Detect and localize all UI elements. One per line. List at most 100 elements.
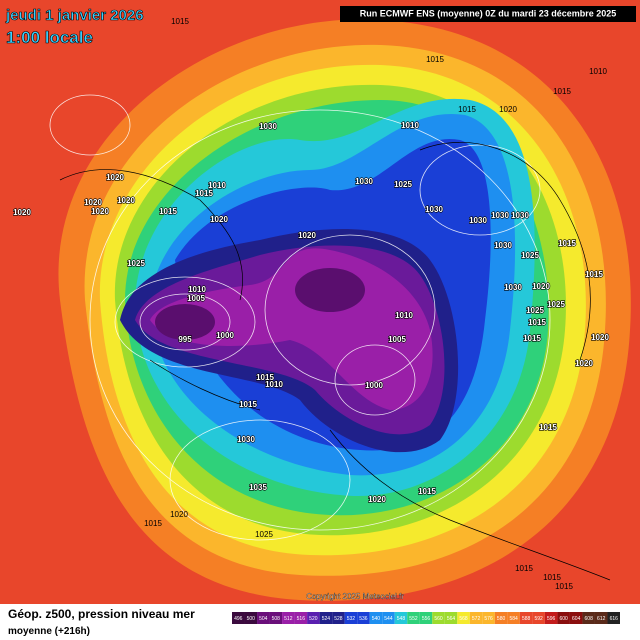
colorbar-swatch <box>369 612 383 624</box>
colorbar-label: 496 <box>234 616 243 622</box>
colorbar-label: 548 <box>397 616 406 622</box>
isobar-label: 1030 <box>237 435 255 444</box>
colorbar-label: 560 <box>434 616 443 622</box>
map-subtitle: 1:00 locale <box>6 28 93 47</box>
colorbar-label: 516 <box>297 616 306 622</box>
isobar-label: 1025 <box>521 251 539 260</box>
isobar-label: 1000 <box>365 381 383 390</box>
colorbar-swatch <box>569 612 583 624</box>
isobar-label: 1020 <box>91 207 109 216</box>
colorbar-label: 604 <box>572 616 581 622</box>
isobar-label: 1015 <box>144 519 162 528</box>
isobar-label: 1015 <box>543 573 561 582</box>
colorbar-swatch <box>307 612 320 624</box>
isobar-label: 1020 <box>532 282 550 291</box>
isobar-label: 1020 <box>13 208 31 217</box>
colorbar-swatch <box>432 612 445 624</box>
isobar-label: 1020 <box>368 495 386 504</box>
isobar-label: 1020 <box>298 231 316 240</box>
isobar-label: 1010 <box>589 67 607 76</box>
isobar-label: 1010 <box>401 121 419 130</box>
colorbar-swatch <box>332 612 345 624</box>
isobar-label: 1015 <box>523 334 541 343</box>
isobar-label: 1015 <box>256 373 274 382</box>
isobar-label: 1020 <box>210 215 228 224</box>
colorbar-label: 584 <box>509 616 518 622</box>
colorbar-swatch <box>294 612 308 624</box>
isobar-label: 1030 <box>259 122 277 131</box>
colorbar-swatch <box>394 612 408 624</box>
isobar-label: 1010 <box>265 380 283 389</box>
colorbar-label: 564 <box>447 616 456 622</box>
colorbar-label: 536 <box>359 616 368 622</box>
isobar-label: 1030 <box>469 216 487 225</box>
isobar-label: 1015 <box>555 582 573 591</box>
colorbar-label: 588 <box>522 616 531 622</box>
isobar-label: 1025 <box>127 259 145 268</box>
colorbar-label: 540 <box>372 616 381 622</box>
isobar-label: 1015 <box>553 87 571 96</box>
colorbar-swatch <box>544 612 558 624</box>
isobar-label: 1015 <box>426 55 444 64</box>
colorbar-swatch <box>282 612 295 624</box>
colorbar-swatch <box>444 612 458 624</box>
colorbar-label: 616 <box>610 616 619 622</box>
colorbar-swatch <box>532 612 545 624</box>
isobar-label: 1010 <box>208 181 226 190</box>
isobar-label: 1025 <box>526 306 544 315</box>
isobar-label: 1020 <box>84 198 102 207</box>
isobar-label: 1020 <box>106 173 124 182</box>
colorbar-swatch <box>507 612 520 624</box>
colorbar-swatch <box>232 612 245 624</box>
colorbar-label: 520 <box>309 616 318 622</box>
run-info: Run ECMWF ENS (moyenne) 0Z du mardi 23 d… <box>360 8 617 18</box>
footer-subtitle: moyenne (+216h) <box>8 626 90 637</box>
colorbar-swatch <box>419 612 433 624</box>
isobar-label: 1005 <box>388 335 406 344</box>
isobar-label: 1025 <box>547 300 565 309</box>
colorbar-swatch <box>482 612 495 624</box>
isobar-label: 1015 <box>558 239 576 248</box>
colorbar-swatch <box>357 612 370 624</box>
isobar-label: 1015 <box>585 270 603 279</box>
colorbar-label: 508 <box>272 616 281 622</box>
isobar-label: 1010 <box>395 311 413 320</box>
colorbar-label: 528 <box>334 616 343 622</box>
colorbar-label: 544 <box>384 616 393 622</box>
colorbar-label: 556 <box>422 616 431 622</box>
colorbar-swatch <box>469 612 483 624</box>
isobar-lines <box>49 94 551 541</box>
isobar-label: 1025 <box>394 180 412 189</box>
colorbar-swatch <box>344 612 358 624</box>
isobar-label: 1015 <box>171 17 189 26</box>
colorbar-swatch <box>269 612 283 624</box>
isobar-label: 1015 <box>458 105 476 114</box>
isobar-label: 1020 <box>575 359 593 368</box>
colorbar-label: 568 <box>459 616 468 622</box>
isobar-label: 995 <box>178 335 192 344</box>
colorbar-swatch <box>582 612 595 624</box>
colorbar-swatch <box>607 612 620 624</box>
geopotential-field <box>58 19 631 601</box>
isobar-label: 1000 <box>216 331 234 340</box>
isobar-label: 1020 <box>170 510 188 519</box>
colorbar-swatch <box>494 612 508 624</box>
colorbar-swatch <box>457 612 470 624</box>
isobar-label: 1015 <box>239 400 257 409</box>
colorbar-label: 580 <box>497 616 506 622</box>
colorbar-label: 576 <box>484 616 493 622</box>
colorbar-label: 592 <box>534 616 543 622</box>
isobar-label: 1020 <box>499 105 517 114</box>
isobar-label: 1030 <box>504 283 522 292</box>
map-title: jeudi 1 janvier 2026 <box>5 7 144 24</box>
colorbar-label: 572 <box>472 616 481 622</box>
isobar-label: 1020 <box>117 196 135 205</box>
isobar-label: 1030 <box>494 241 512 250</box>
colorbar-label: 608 <box>585 616 594 622</box>
isobar-label: 1010 <box>188 285 206 294</box>
footer-title: Géop. z500, pression niveau mer <box>8 607 195 621</box>
isobar-label: 1015 <box>528 318 546 327</box>
colorbar-swatch <box>594 612 608 624</box>
